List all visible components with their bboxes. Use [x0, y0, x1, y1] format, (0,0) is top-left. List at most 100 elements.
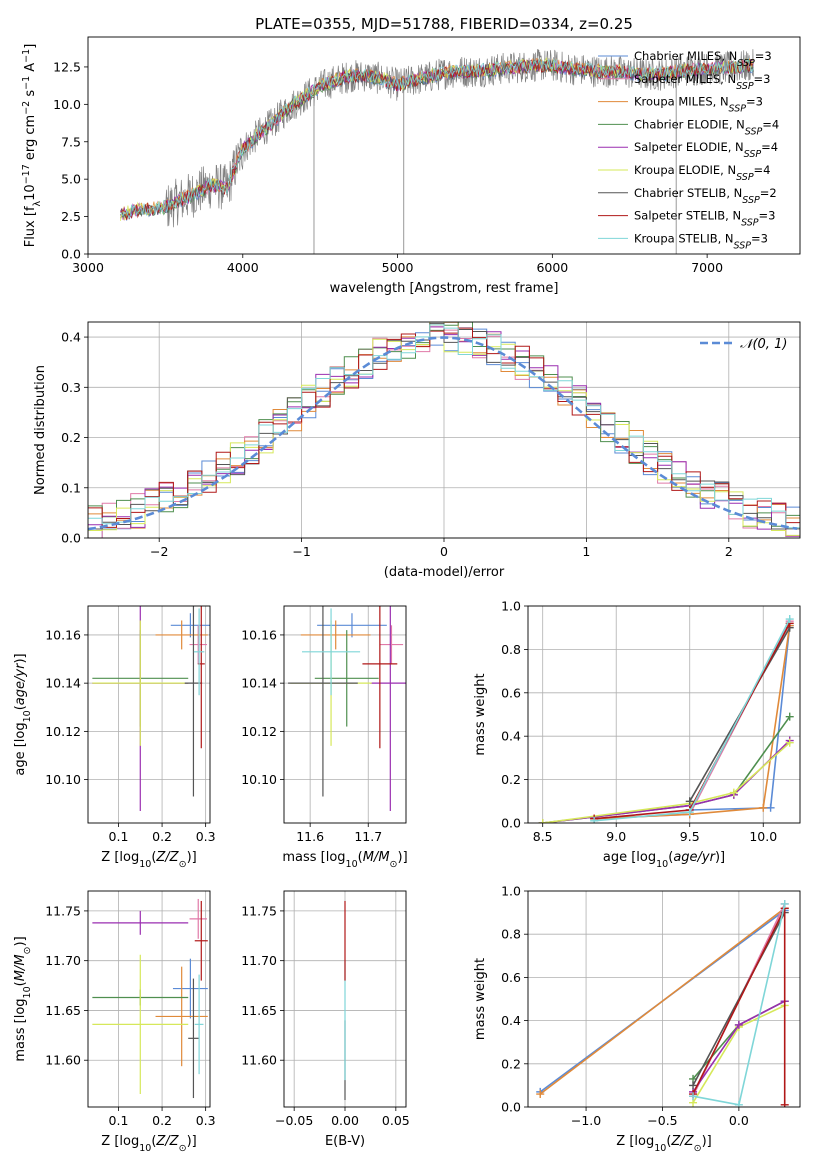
x-tick-label: −2 [150, 544, 168, 559]
x-tick-label: 11.7 [354, 829, 382, 844]
age_vs_mass-x-axis-label: mass [log10(M/M⊙)] [282, 850, 407, 870]
mass_vs_ebv-x-axis-label: E(B-V) [325, 1134, 365, 1149]
mw_vs_age-x-axis-label: age [log10(age/yr)] [603, 850, 725, 870]
y-tick-label: 0.8 [501, 642, 521, 657]
legend-label: Kroupa STELIB, NSSP=3 [634, 231, 768, 251]
x-tick-label: 8.5 [533, 829, 553, 844]
y-tick-label: 12.5 [53, 59, 81, 74]
spectrum-axes: 3000 4000 5000 6000 7000 0.0 2.5 5.0 7.5 10.0 12.5 [53, 59, 723, 275]
y-tick-label: 11.70 [241, 953, 277, 968]
y-tick-label: 11.60 [45, 1053, 81, 1068]
y-tick-label: 0.6 [501, 970, 521, 985]
y-tick-label: 0.8 [501, 927, 521, 942]
x-tick-label: 11.6 [296, 829, 324, 844]
x-tick-label: 0.2 [152, 829, 172, 844]
mass-weight-marker [685, 797, 694, 806]
y-tick-label: 1.0 [501, 884, 521, 899]
age_vs_Z-plot-area [92, 606, 210, 811]
y-tick-label: 0.4 [501, 1013, 521, 1028]
spectrum-model-line [120, 57, 754, 219]
mw_vs_Z-frame [527, 890, 801, 1108]
mass-weight-line [542, 739, 791, 823]
x-tick-label: −0.05 [275, 1113, 313, 1128]
x-tick-label: 0.1 [109, 829, 129, 844]
legend-label: Salpeter MILES, NSSP=3 [634, 72, 771, 92]
y-tick-label: 10.0 [53, 97, 81, 112]
figure-title: PLATE=0355, MJD=51788, FIBERID=0334, z=0… [255, 15, 633, 33]
mass-weight-marker [590, 816, 599, 823]
mw_vs_Z-axes: −1.0 −0.5 0.0 0.0 0.2 0.4 0.6 0.8 1.0 [501, 884, 800, 1128]
mw_vs_Z-y-axis-label: mass weight [473, 958, 488, 1040]
x-tick-label: 0 [440, 544, 448, 559]
y-tick-label: 11.70 [45, 953, 81, 968]
legend-label: Chabrier MILES, NSSP=3 [634, 49, 772, 69]
mass_vs_Z-frame [87, 890, 211, 1108]
x-tick-label: 4000 [227, 260, 259, 275]
age_vs_mass-axes: 11.6 11.7 10.10 10.12 10.14 10.16 [241, 606, 406, 844]
mass-weight-marker [780, 1100, 789, 1107]
x-tick-label: 0.2 [152, 1113, 172, 1128]
mw_vs_Z-plot-area [536, 899, 789, 1107]
age_vs_Z-frame [87, 605, 211, 824]
y-tick-label: 10.14 [241, 676, 277, 691]
y-tick-label: 10.12 [241, 724, 277, 739]
y-tick-label: 0.4 [501, 729, 521, 744]
x-tick-label: 7000 [691, 260, 723, 275]
mass-weight-marker [785, 738, 794, 747]
residuals-x-axis-label: (data-model)/error [384, 565, 505, 580]
mass-weight-marker [734, 1020, 743, 1029]
mass-weight-marker [729, 788, 738, 797]
mass-weight-line [539, 907, 786, 1095]
mw_vs_Z-x-axis-label: Z [log10(Z/Z⊙)] [616, 1134, 711, 1154]
x-tick-label: −1.0 [571, 1113, 601, 1128]
residuals-frame [87, 321, 801, 539]
mass-weight-line [542, 742, 791, 823]
spectrum-plot-area [120, 49, 754, 254]
age_vs_mass-plot-area [288, 606, 406, 811]
y-tick-label: 0.0 [501, 1100, 521, 1115]
x-tick-label: 2 [725, 544, 733, 559]
mass-weight-marker [538, 819, 547, 823]
x-tick-label: 0.05 [382, 1113, 410, 1128]
mass-weight-marker [766, 803, 775, 812]
residuals-axes: −2 −1 0 1 2 0.0 0.1 0.2 0.3 0.4 [61, 322, 800, 559]
age_vs_Z-x-axis-label: Z [log10(Z/Z⊙)] [101, 850, 196, 870]
x-tick-label: −1 [292, 544, 310, 559]
legend-label: 𝒩(0, 1) [740, 337, 787, 352]
y-tick-label: 5.0 [61, 172, 81, 187]
mass_vs_Z-x-axis-label: Z [log10(Z/Z⊙)] [101, 1134, 196, 1154]
y-tick-label: 0.2 [501, 1056, 521, 1071]
y-tick-label: 11.75 [241, 903, 277, 918]
mass-weight-marker [689, 1081, 698, 1090]
y-tick-label: 0.6 [501, 685, 521, 700]
x-tick-label: 6000 [536, 260, 568, 275]
mass-weight-marker [685, 808, 694, 817]
x-tick-label: 5000 [382, 260, 414, 275]
legend-label: Kroupa ELODIE, NSSP=4 [634, 163, 771, 183]
legend-label: Salpeter ELODIE, NSSP=4 [634, 140, 778, 160]
y-tick-label: 11.65 [241, 1003, 277, 1018]
x-tick-label: 0.0 [729, 1113, 749, 1128]
y-tick-label: 0.0 [501, 816, 521, 831]
age_vs_mass-frame [283, 605, 407, 824]
mass_vs_ebv-frame [283, 890, 407, 1108]
mass_vs_Z-axes: 0.1 0.2 0.3 11.60 11.65 11.70 11.75 [45, 891, 216, 1128]
y-tick-label: 0.2 [61, 430, 81, 445]
x-tick-label: 0.3 [196, 829, 216, 844]
spectrum-x-axis-label: wavelength [Angstrom, rest frame] [330, 281, 559, 296]
age_vs_Z-y-axis-label: age [log10(age/yr)] [13, 653, 33, 775]
y-tick-label: 0.0 [61, 531, 81, 546]
mass-weight-marker [785, 615, 794, 624]
y-tick-label: 10.10 [241, 772, 277, 787]
y-tick-label: 11.65 [45, 1003, 81, 1018]
y-tick-label: 0.0 [61, 247, 81, 262]
x-tick-label: 0.00 [331, 1113, 359, 1128]
legend-label: Chabrier ELODIE, NSSP=4 [634, 117, 779, 137]
y-tick-label: 7.5 [61, 134, 81, 149]
mass-weight-marker [689, 1092, 698, 1101]
y-tick-label: 1.0 [501, 599, 521, 614]
x-tick-label: 0.1 [109, 1113, 129, 1128]
mass-weight-marker [780, 899, 789, 908]
x-tick-label: 9.0 [606, 829, 626, 844]
